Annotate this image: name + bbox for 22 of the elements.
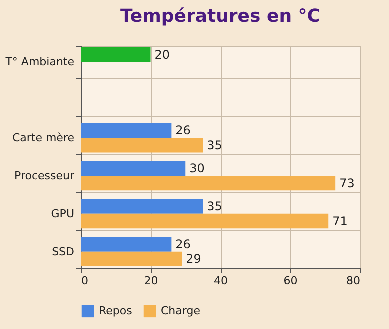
y-tick-label: SSD [52,245,74,258]
data-label: 26 [176,124,191,138]
data-label: 26 [176,238,191,252]
data-label: 35 [207,138,222,152]
x-tick-label: 20 [144,274,158,288]
data-label: 35 [207,200,222,214]
legend-label: Repos [99,304,133,318]
chart-title: Températures en °C [120,6,320,27]
y-tick-label: GPU [51,207,74,220]
x-tick-label: 80 [346,274,360,288]
data-label: 20 [154,48,170,62]
data-label: 73 [340,176,355,190]
data-label: 29 [186,252,202,266]
y-tick-label: Processeur [14,169,75,182]
x-tick-label: 40 [214,274,228,288]
y-tick-label: T° Ambiante [4,56,75,69]
y-tick-label: Carte mère [12,132,75,145]
x-tick-label: 60 [284,274,298,288]
data-label: 30 [190,162,205,176]
data-label: 71 [332,214,348,228]
x-tick-label: 0 [82,274,88,288]
legend-label: Charge [161,304,201,318]
